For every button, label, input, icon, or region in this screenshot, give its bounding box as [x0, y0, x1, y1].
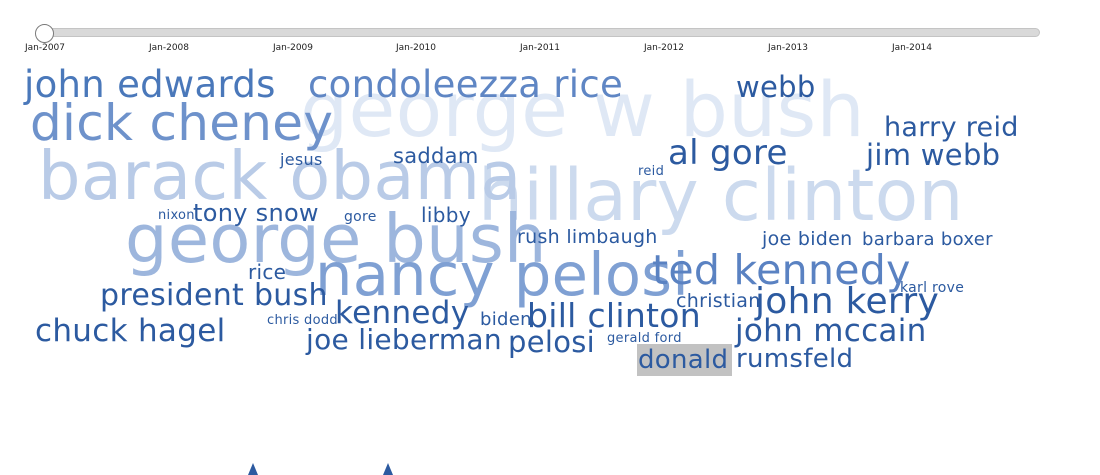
- timeline-tick: Jan-2007: [24, 43, 66, 53]
- word-pelosi[interactable]: pelosi: [508, 325, 596, 359]
- footer-mark: [248, 463, 258, 475]
- word-ted-kennedy[interactable]: ted kennedy: [652, 246, 911, 294]
- timeline-tick: Jan-2014: [891, 43, 933, 53]
- word-jim-webb[interactable]: jim webb: [866, 138, 1001, 172]
- word-barbara-boxer[interactable]: barbara boxer: [862, 229, 993, 250]
- word-john-kerry[interactable]: john kerry: [755, 281, 940, 322]
- word-rice[interactable]: rice: [248, 260, 287, 284]
- word-karl-rove[interactable]: karl rove: [900, 280, 965, 296]
- word-george-bush[interactable]: george bush: [125, 200, 547, 278]
- word-joe-biden[interactable]: joe biden: [762, 228, 853, 250]
- timeline-slider[interactable]: Jan-2007 Jan-2008 Jan-2009 Jan-2010 Jan-…: [0, 0, 1100, 60]
- word-donald-highlighted[interactable]: donald: [637, 344, 733, 376]
- word-dick-cheney[interactable]: dick cheney: [30, 94, 334, 152]
- timeline-tick: Jan-2011: [519, 43, 561, 53]
- word-libby[interactable]: libby: [421, 203, 471, 227]
- word-jesus[interactable]: jesus: [280, 150, 323, 169]
- footer-mark: [383, 463, 393, 475]
- word-chris-dodd[interactable]: chris dodd: [267, 313, 338, 328]
- word-saddam[interactable]: saddam: [393, 144, 479, 168]
- word-harry-reid[interactable]: harry reid: [884, 112, 1019, 143]
- word-christian[interactable]: christian: [676, 290, 761, 312]
- word-nixon[interactable]: nixon: [158, 208, 195, 223]
- word-rush-limbaugh[interactable]: rush limbaugh: [517, 226, 658, 248]
- timeline-tick: Jan-2008: [148, 43, 190, 53]
- word-condoleezza-rice[interactable]: condoleezza rice: [308, 63, 624, 106]
- word-gerald-ford[interactable]: gerald ford: [607, 331, 682, 346]
- word-joe-lieberman[interactable]: joe lieberman: [306, 323, 502, 356]
- word-barack-obama[interactable]: barack obama: [38, 137, 522, 215]
- word-webb[interactable]: webb: [736, 70, 816, 104]
- timeline-tick: Jan-2009: [272, 43, 314, 53]
- word-bill-clinton[interactable]: bill clinton: [527, 296, 701, 335]
- timeline-tick: Jan-2010: [395, 43, 437, 53]
- timeline-handle[interactable]: [35, 24, 54, 43]
- word-tony-snow[interactable]: tony snow: [193, 199, 319, 227]
- word-biden[interactable]: biden: [480, 309, 532, 330]
- word-hillary-clinton[interactable]: hillary clinton: [478, 154, 964, 237]
- word-reid[interactable]: reid: [638, 164, 665, 179]
- word-george-w-bush[interactable]: george w bush: [300, 65, 865, 154]
- word-al-gore[interactable]: al gore: [668, 133, 788, 173]
- word-president-bush[interactable]: president bush: [100, 278, 328, 313]
- word-chuck-hagel[interactable]: chuck hagel: [35, 313, 226, 349]
- timeline-tick: Jan-2013: [767, 43, 809, 53]
- word-rumsfeld[interactable]: rumsfeld: [736, 344, 854, 374]
- word-kennedy[interactable]: kennedy: [335, 295, 470, 331]
- word-john-edwards[interactable]: john edwards: [24, 63, 276, 106]
- word-john-mccain[interactable]: john mccain: [735, 313, 927, 349]
- word-gore[interactable]: gore: [344, 209, 377, 225]
- word-nancy-pelosi[interactable]: nancy pelosi: [315, 240, 690, 309]
- timeline-tick: Jan-2012: [643, 43, 685, 53]
